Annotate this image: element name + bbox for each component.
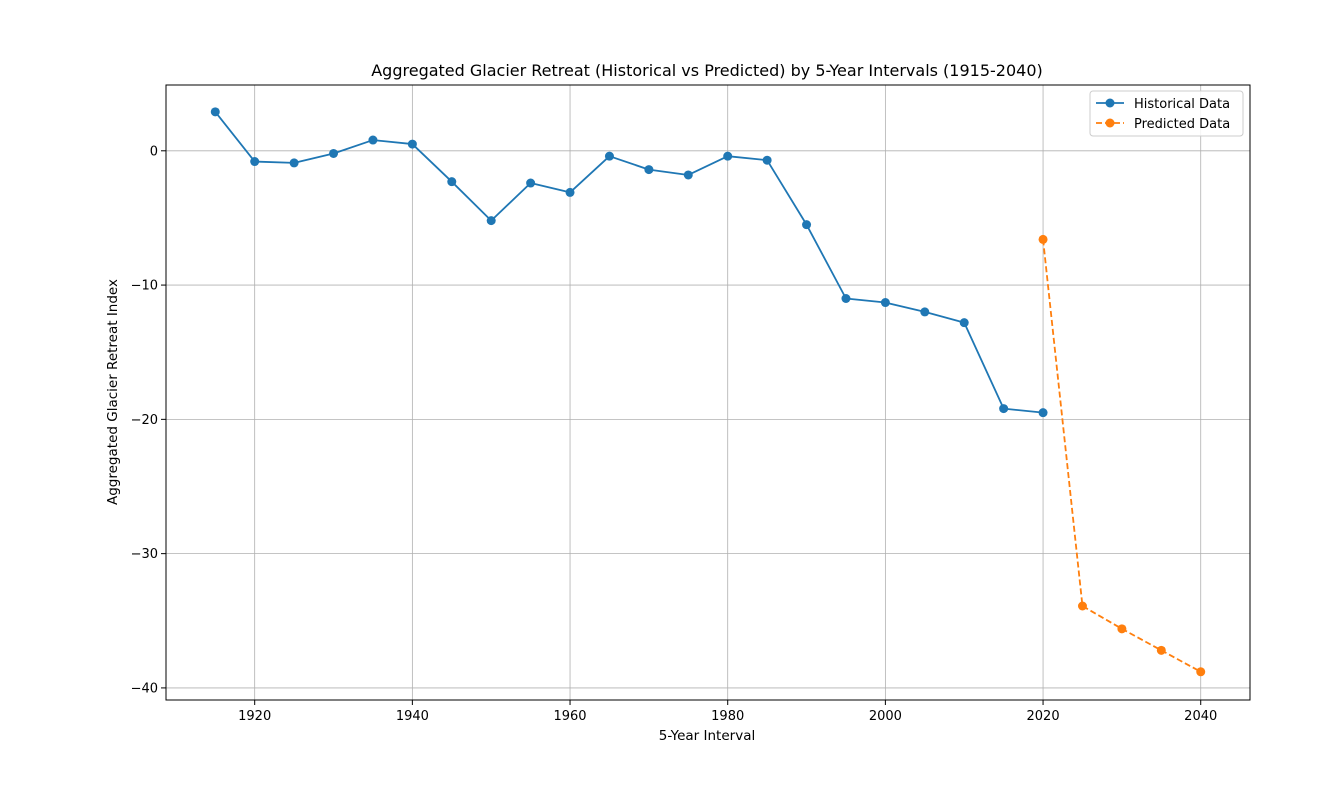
- legend-label-predicted: Predicted Data: [1134, 117, 1230, 132]
- data-point-historical-data-1930: [329, 148, 339, 158]
- grid: [166, 85, 1250, 700]
- data-point-historical-data-1995: [841, 294, 851, 304]
- data-point-historical-data-2000: [880, 298, 890, 308]
- data-point-historical-data-1925: [289, 158, 299, 168]
- axis-ticks: 1920 1940 1960 1980 2000 2020 2040 0 −10 −20 −30 −4…: [131, 144, 1218, 724]
- x-tick-label-1940: 1940: [396, 709, 429, 724]
- y-tick-label-4: −40: [131, 681, 158, 696]
- data-point-predicted-data-2030: [1117, 624, 1127, 634]
- x-axis-title: 5-Year Interval: [659, 728, 755, 744]
- data-point-historical-data-1970: [644, 165, 654, 175]
- x-tick-label-2020: 2020: [1027, 709, 1060, 724]
- x-tick-label-1920: 1920: [238, 709, 271, 724]
- series-line-historical-data: [214, 111, 1044, 414]
- y-tick-label-0: 0: [150, 144, 158, 159]
- legend-marker-historical: [1105, 98, 1115, 108]
- data-point-predicted-data-2025: [1077, 601, 1087, 611]
- legend-label-historical: Historical Data: [1134, 97, 1230, 112]
- data-point-historical-data-1990: [802, 220, 812, 230]
- data-point-historical-data-1935: [368, 135, 378, 145]
- data-point-historical-data-1985: [762, 155, 772, 165]
- data-point-historical-data-2020: [1038, 408, 1048, 418]
- data-point-historical-data-1980: [723, 151, 733, 161]
- data-point-predicted-data-2020: [1038, 234, 1048, 244]
- data-point-historical-data-1955: [526, 178, 536, 188]
- legend-marker-predicted: [1105, 118, 1115, 128]
- data-point-historical-data-1965: [604, 151, 614, 161]
- y-tick-label-1: −10: [131, 279, 158, 294]
- data-point-historical-data-1950: [486, 216, 496, 226]
- data-point-historical-data-1915: [210, 107, 220, 117]
- data-point-predicted-data-2035: [1156, 645, 1166, 655]
- data-point-historical-data-2005: [920, 307, 930, 317]
- x-tick-label-1960: 1960: [553, 709, 586, 724]
- legend: Historical Data Predicted Data: [1089, 90, 1244, 137]
- x-tick-label-1980: 1980: [711, 709, 744, 724]
- x-tick-label-2040: 2040: [1184, 709, 1217, 724]
- x-tick-label-2000: 2000: [869, 709, 902, 724]
- data-point-historical-data-1940: [407, 139, 417, 149]
- plot-frame: [165, 84, 1251, 701]
- data-point-historical-data-1945: [447, 177, 457, 187]
- y-axis-title: Aggregated Glacier Retreat Index: [105, 279, 121, 505]
- data-point-historical-data-2010: [959, 318, 969, 328]
- data-point-predicted-data-2040: [1196, 667, 1206, 677]
- y-tick-label-3: −30: [131, 547, 158, 562]
- series-layer: [210, 107, 1206, 677]
- data-point-historical-data-2015: [999, 404, 1009, 414]
- y-tick-label-2: −20: [131, 413, 158, 428]
- data-point-historical-data-1975: [683, 170, 693, 180]
- data-point-historical-data-1920: [250, 157, 260, 167]
- data-point-historical-data-1960: [565, 187, 575, 197]
- legend-box: [1089, 90, 1244, 137]
- chart-title: Aggregated Glacier Retreat (Historical v…: [371, 61, 1043, 80]
